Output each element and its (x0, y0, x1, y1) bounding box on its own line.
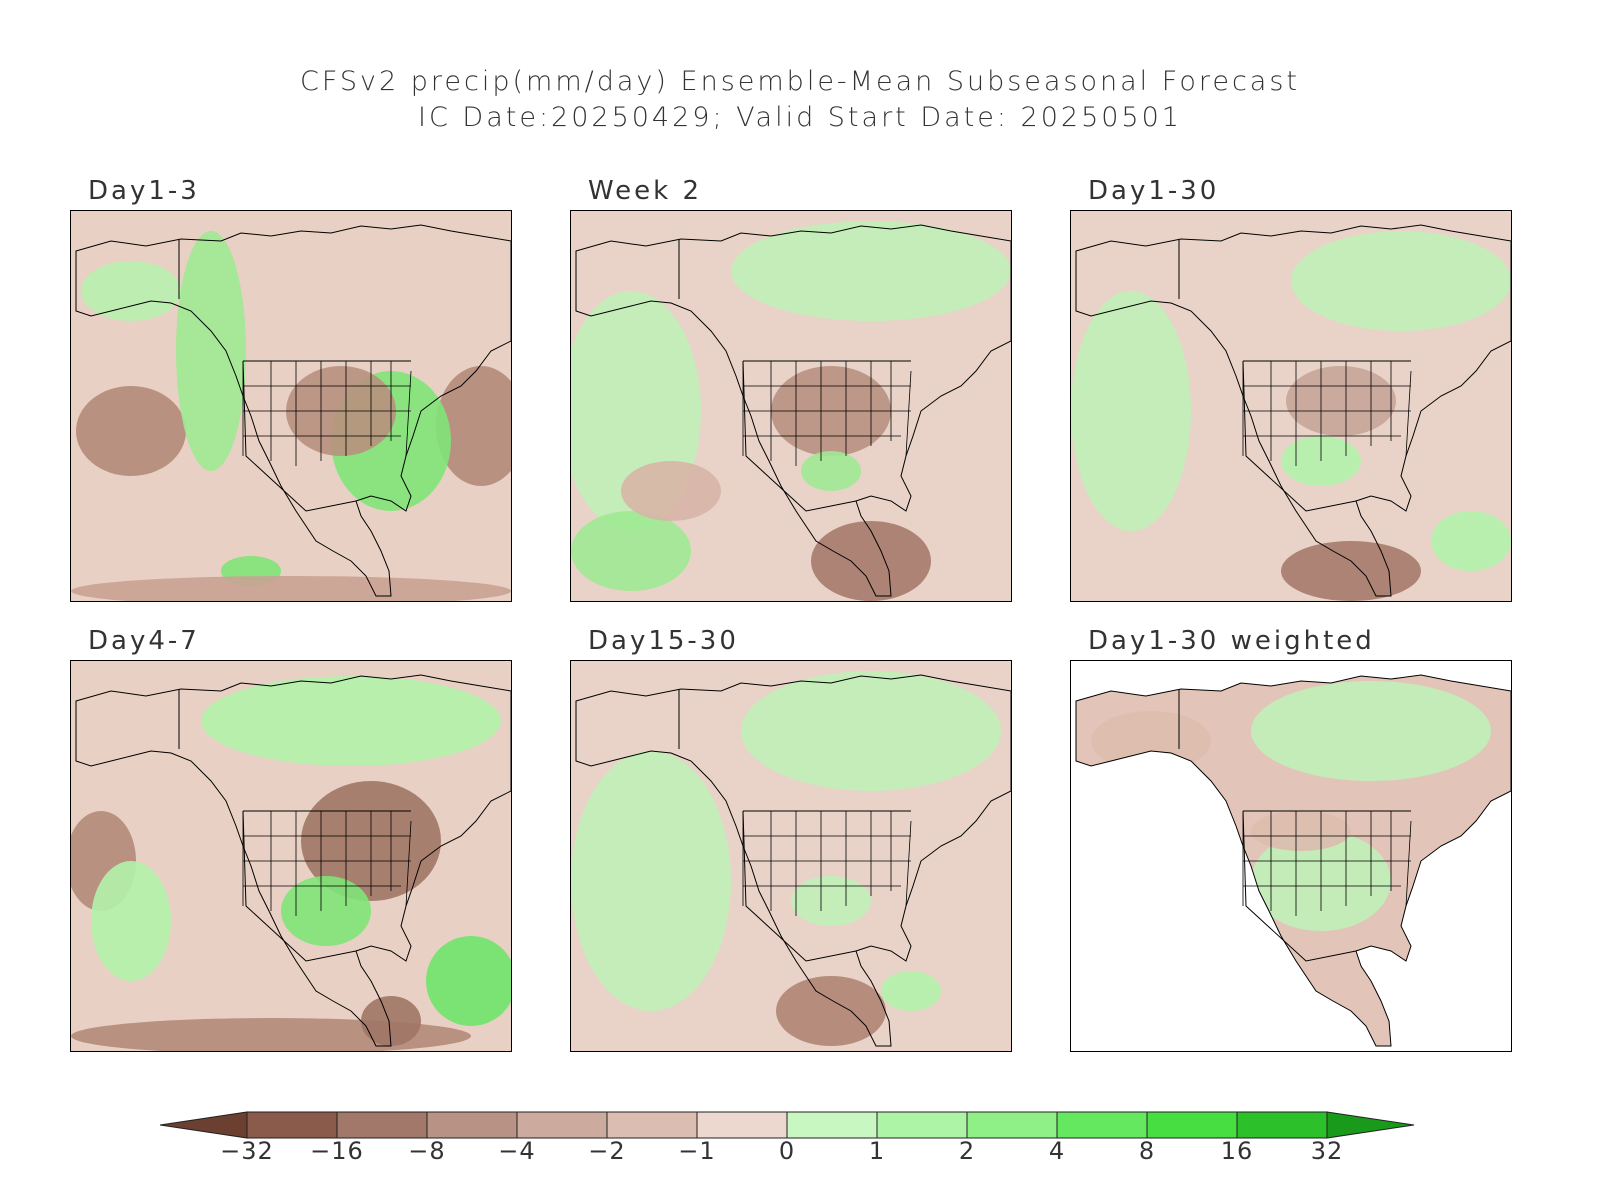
state-borders (242, 361, 412, 466)
map-panel-day1-30-weighted (1070, 660, 1512, 1052)
map-panel-week2 (570, 210, 1012, 602)
precip-anomaly-region (1251, 681, 1491, 781)
precip-anomaly-region (436, 366, 511, 486)
precip-anomaly-region (1431, 511, 1511, 571)
colorbar-right-arrow (1326, 1111, 1415, 1139)
panel-label-day15-30: Day15-30 (588, 626, 739, 656)
precip-anomaly-region (91, 861, 171, 981)
colorbar-segment (336, 1111, 428, 1139)
colorbar-segment (1146, 1111, 1238, 1139)
colorbar-tick-label: 32 (1310, 1137, 1344, 1165)
precip-map (1075, 674, 1511, 1047)
precip-anomaly-region (71, 576, 511, 601)
colorbar-tick-label: 0 (778, 1137, 796, 1165)
panel-label-day1-30-weighted: Day1-30 weighted (1088, 626, 1375, 656)
map-panel-day4-7 (70, 660, 512, 1052)
colorbar-tick-label: 4 (1048, 1137, 1066, 1165)
precip-anomaly-region (76, 386, 186, 476)
precip-anomaly-region (571, 751, 731, 1011)
precip-anomaly-region (426, 936, 511, 1026)
state-borders (1242, 361, 1412, 466)
precip-anomaly-region (791, 876, 871, 926)
precip-anomaly-region (621, 461, 721, 521)
precip-map (571, 661, 1011, 1051)
precip-anomaly-region (201, 676, 501, 766)
state-borders (742, 811, 912, 916)
precip-anomaly-region (361, 996, 421, 1046)
colorbar-segment (516, 1111, 608, 1139)
precip-map (571, 211, 1011, 601)
colorbar-tick-label: −4 (498, 1137, 536, 1165)
colorbar-tick-label: 2 (958, 1137, 976, 1165)
colorbar (160, 1111, 1415, 1139)
colorbar-tick-label: −16 (310, 1137, 364, 1165)
colorbar-tick-label: −1 (678, 1137, 716, 1165)
precip-anomaly-region (801, 451, 861, 491)
precip-map (1071, 211, 1511, 601)
precip-anomaly-region (811, 521, 931, 601)
colorbar-segment (786, 1111, 878, 1139)
precip-anomaly-region (1251, 811, 1351, 851)
colorbar-tick-label: −32 (220, 1137, 274, 1165)
colorbar-tick-label: −8 (408, 1137, 446, 1165)
colorbar-segment (606, 1111, 698, 1139)
precip-map (71, 661, 511, 1051)
precip-anomaly-region (281, 876, 371, 946)
colorbar-segment (1236, 1111, 1328, 1139)
colorbar-segment (246, 1111, 338, 1139)
colorbar-tick-label: 16 (1220, 1137, 1254, 1165)
precip-anomaly-region (176, 231, 246, 471)
title-line-1: CFSv2 precip(mm/day) Ensemble-Mean Subse… (299, 66, 1301, 97)
state-borders (1242, 811, 1412, 916)
map-panel-day1-3 (70, 210, 512, 602)
colorbar-segment (876, 1111, 968, 1139)
precip-anomaly-region (1091, 711, 1211, 771)
map-panel-day15-30 (570, 660, 1012, 1052)
colorbar-tick-label: 1 (868, 1137, 886, 1165)
precip-anomaly-region (776, 976, 886, 1046)
state-borders (242, 811, 412, 916)
precip-anomaly-region (881, 971, 941, 1011)
precip-anomaly-region (1291, 231, 1511, 331)
state-borders (742, 361, 912, 466)
panel-label-day1-3: Day1-3 (88, 176, 200, 206)
precip-anomaly-region (731, 221, 1011, 321)
precip-anomaly-region (1281, 541, 1421, 601)
precip-anomaly-region (741, 671, 1001, 791)
colorbar-tick-label: 8 (1138, 1137, 1156, 1165)
colorbar-segment (426, 1111, 518, 1139)
precip-anomaly-region (1071, 291, 1191, 531)
colorbar-left-arrow (160, 1111, 248, 1139)
precip-map (71, 211, 511, 601)
precip-anomaly-region (571, 511, 691, 591)
colorbar-tick-label: −2 (588, 1137, 626, 1165)
precip-anomaly-region (81, 261, 181, 321)
map-panel-day1-30 (1070, 210, 1512, 602)
panel-label-day1-30: Day1-30 (1088, 176, 1220, 206)
panel-label-week2: Week 2 (588, 176, 703, 206)
colorbar-segment (696, 1111, 788, 1139)
panel-label-day4-7: Day4-7 (88, 626, 200, 656)
colorbar-segment (966, 1111, 1058, 1139)
title-line-2: IC Date:20250429; Valid Start Date: 2025… (418, 102, 1182, 133)
colorbar-segment (1056, 1111, 1148, 1139)
precip-anomaly-region (1286, 366, 1396, 436)
